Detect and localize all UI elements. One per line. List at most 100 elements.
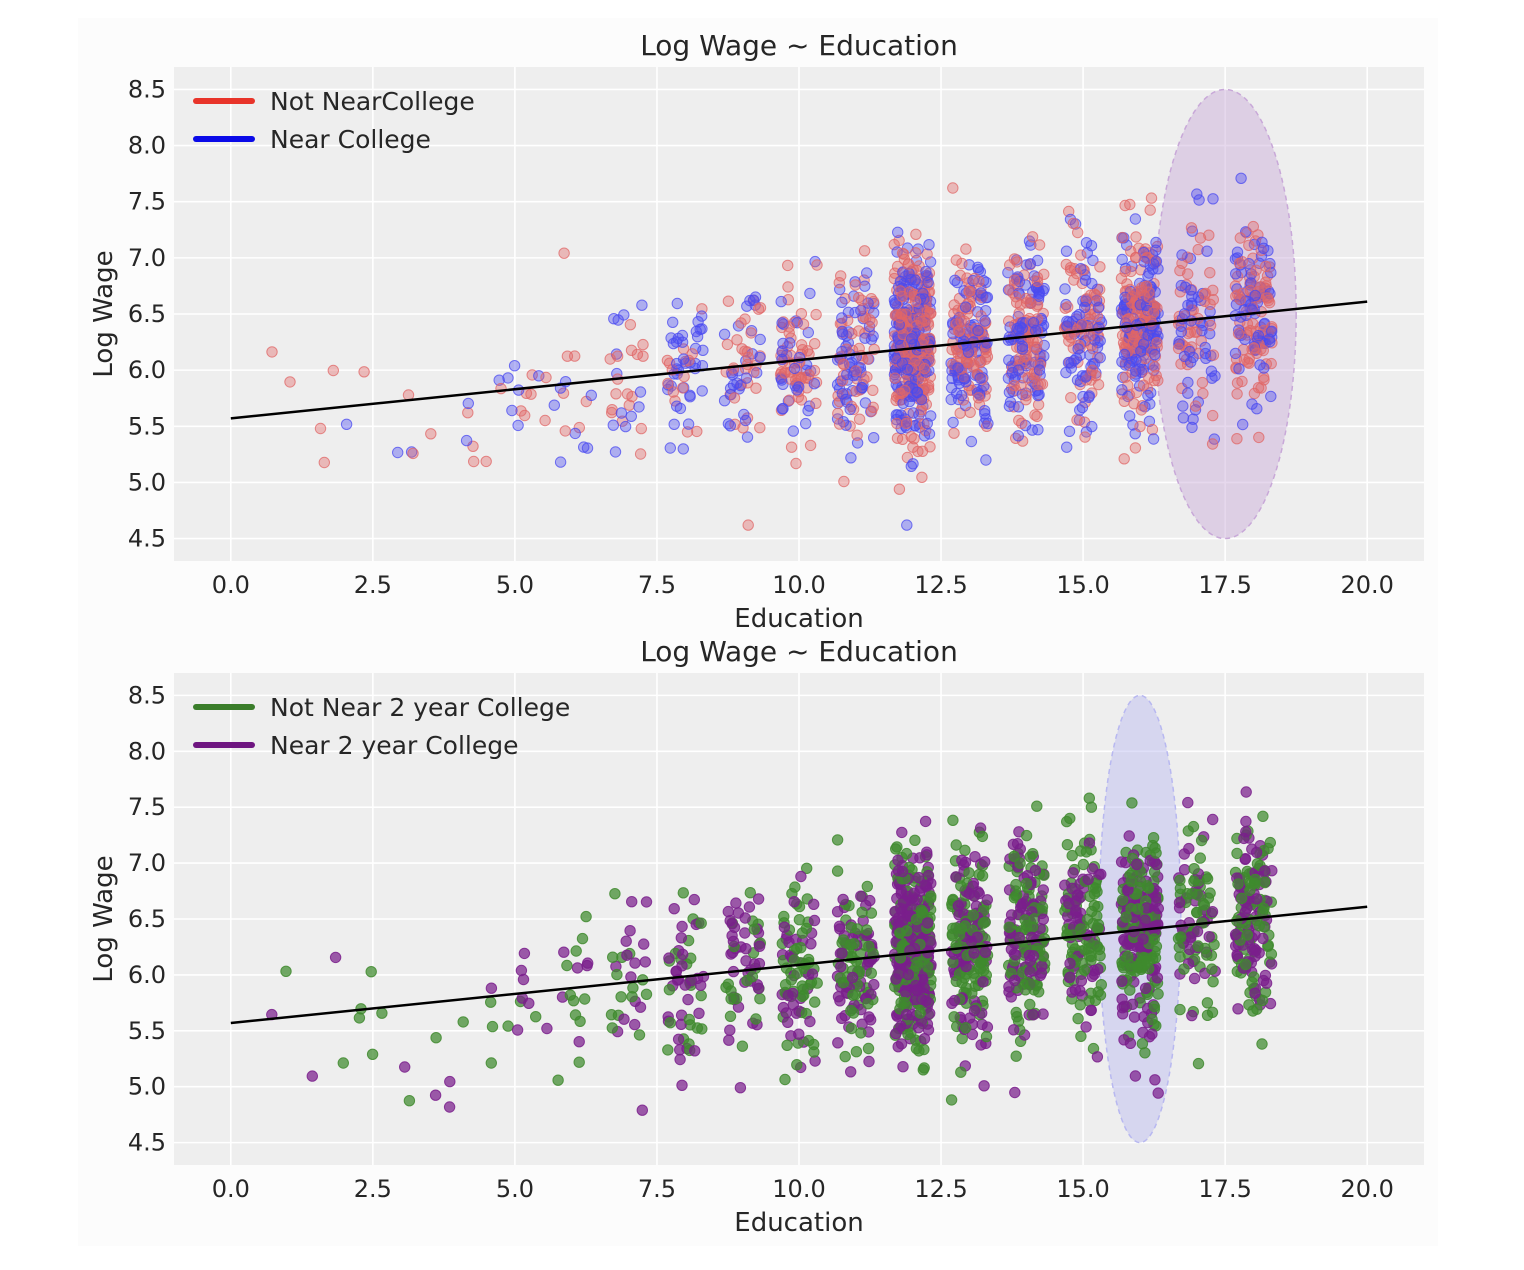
data-point — [1033, 239, 1046, 251]
data-point — [625, 344, 638, 356]
data-point — [1090, 289, 1102, 302]
data-point — [979, 856, 991, 868]
data-point — [785, 974, 798, 986]
x-tick-label: 17.5 — [1198, 1175, 1251, 1203]
data-point — [724, 1010, 737, 1022]
data-point — [1118, 395, 1131, 407]
data-point — [742, 351, 755, 364]
data-point — [1205, 365, 1218, 377]
data-point — [444, 1075, 456, 1088]
data-point — [979, 946, 991, 958]
data-point — [493, 374, 505, 386]
data-point — [956, 1032, 968, 1045]
data-point — [908, 433, 920, 445]
data-point — [725, 985, 737, 997]
data-point — [1118, 348, 1131, 361]
data-point — [696, 310, 708, 322]
data-point — [955, 880, 967, 892]
data-point — [962, 346, 975, 358]
data-point — [674, 402, 687, 415]
data-point — [554, 456, 567, 468]
data-point — [776, 374, 788, 386]
data-point — [754, 302, 767, 314]
data-point — [859, 280, 871, 292]
data-point — [739, 927, 751, 939]
data-point — [1250, 264, 1262, 276]
data-point — [1005, 909, 1018, 921]
data-point — [742, 519, 754, 531]
data-point — [1173, 896, 1186, 909]
data-point — [457, 1016, 469, 1028]
data-point — [791, 1059, 803, 1071]
data-point — [1259, 865, 1271, 877]
data-point — [1119, 265, 1131, 278]
data-point — [1178, 864, 1191, 876]
data-point — [689, 1045, 701, 1057]
data-point — [1117, 371, 1129, 383]
data-point — [558, 247, 570, 259]
data-point — [836, 296, 848, 308]
data-point — [749, 291, 762, 303]
data-point — [1062, 301, 1074, 313]
data-point — [1201, 873, 1214, 885]
data-point — [1116, 894, 1129, 906]
data-point — [1119, 199, 1131, 212]
data-point — [960, 243, 972, 255]
data-point — [1232, 327, 1245, 340]
data-point — [629, 1018, 641, 1031]
data-point — [808, 914, 821, 927]
data-point — [850, 1046, 863, 1058]
data-point — [683, 1013, 695, 1026]
data-point — [486, 1020, 499, 1033]
x-tick-label: 2.5 — [354, 1175, 392, 1203]
data-point — [1125, 875, 1137, 887]
data-point — [1139, 914, 1151, 926]
data-point — [948, 427, 960, 439]
data-point — [1075, 923, 1087, 935]
data-point — [502, 372, 514, 384]
data-point — [947, 814, 959, 826]
data-point — [1248, 943, 1261, 955]
data-point — [1009, 1086, 1021, 1099]
data-point — [615, 991, 627, 1003]
data-point — [485, 1057, 497, 1069]
data-point — [910, 247, 922, 259]
data-point — [948, 1011, 960, 1023]
data-point — [727, 935, 740, 948]
data-point — [1087, 254, 1099, 267]
data-point — [836, 375, 849, 387]
data-point — [1077, 858, 1090, 871]
data-point — [1139, 1047, 1151, 1059]
data-point — [625, 410, 637, 422]
data-point — [1027, 1009, 1040, 1021]
data-point — [976, 830, 989, 843]
data-point — [1201, 997, 1214, 1009]
data-point — [1074, 349, 1086, 361]
data-point — [615, 407, 628, 419]
data-point — [918, 1033, 931, 1045]
data-point — [890, 409, 903, 421]
data-point — [862, 998, 874, 1010]
data-point — [1144, 204, 1156, 216]
data-point — [868, 432, 880, 444]
data-point — [893, 483, 906, 495]
data-point — [1032, 389, 1044, 402]
data-point — [918, 1062, 930, 1074]
data-point — [1178, 963, 1190, 975]
data-point — [847, 1007, 860, 1019]
data-point — [480, 455, 492, 468]
chart-figure-svg: 0.0 2.5 5.0 7.5 10.0 12.5 15.0 17.5 20.0 4.5 5.0 5.… — [89, 29, 1424, 1238]
data-point — [836, 325, 848, 338]
data-point — [785, 441, 798, 453]
data-point — [1027, 950, 1040, 962]
data-point — [891, 432, 904, 444]
data-point — [976, 291, 988, 303]
data-point — [947, 416, 959, 429]
data-point — [1086, 277, 1098, 290]
data-point — [831, 834, 844, 846]
data-point — [949, 274, 961, 286]
data-point — [1075, 1030, 1087, 1042]
data-point — [671, 297, 683, 310]
data-point — [1135, 284, 1148, 296]
data-point — [894, 311, 906, 324]
